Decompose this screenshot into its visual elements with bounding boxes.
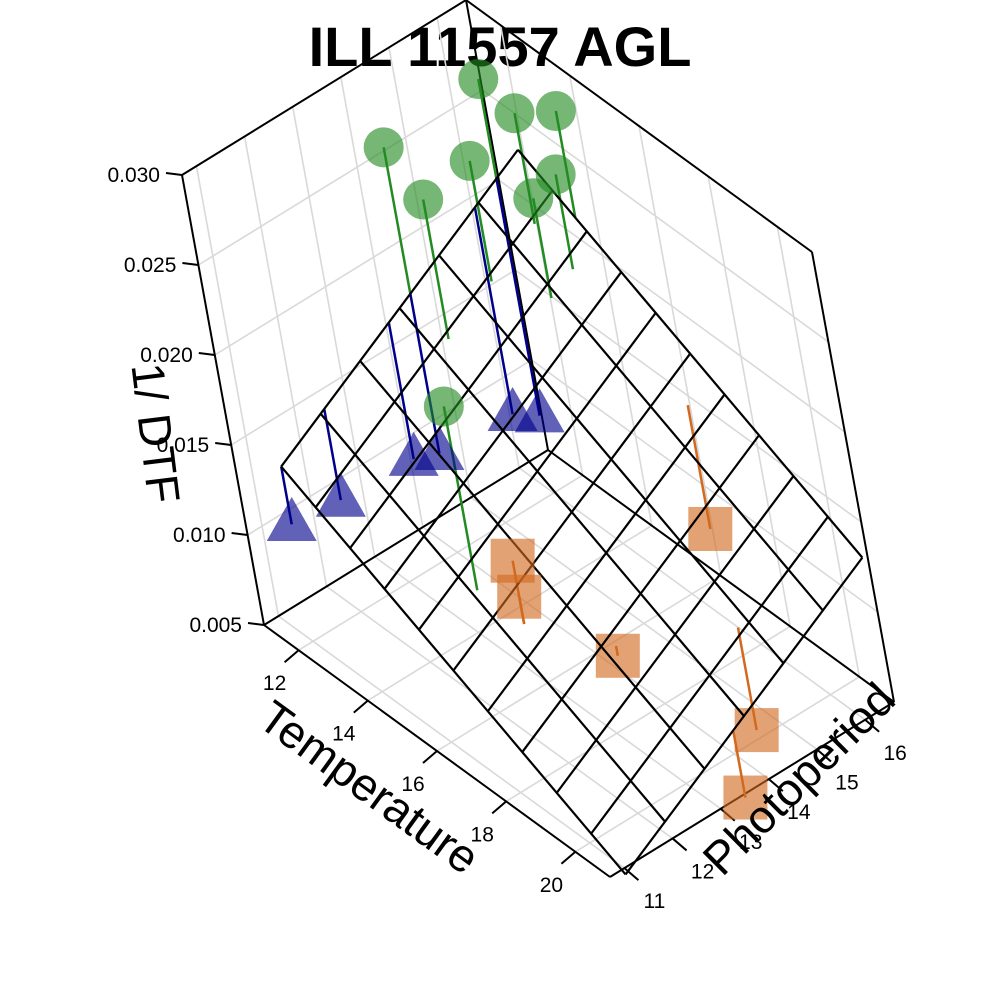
x-tick <box>283 649 300 663</box>
data-point-triangle <box>388 431 439 476</box>
grid-line <box>291 106 376 557</box>
grid-line <box>514 269 862 523</box>
y-tick-label: 11 <box>644 890 666 913</box>
plane-grid-line <box>319 413 666 823</box>
x-tick-label: 14 <box>332 723 356 746</box>
data-point-square <box>688 506 733 551</box>
box-edge <box>547 449 895 703</box>
grid-line <box>776 226 861 677</box>
x-tick <box>422 750 438 764</box>
grid-line <box>574 676 860 853</box>
data-point-triangle <box>266 497 317 542</box>
data-point-square <box>595 633 640 678</box>
points-above-plane <box>363 58 576 619</box>
data-point-triangle <box>487 386 538 431</box>
data-point-circle <box>449 140 490 181</box>
axis-box <box>181 0 895 878</box>
grid-line <box>298 474 584 651</box>
data-point-square <box>734 708 779 753</box>
plane-grid-line <box>517 149 864 559</box>
z-tick-label: 0.025 <box>124 254 177 277</box>
residual-line <box>409 293 441 454</box>
x-tick <box>491 800 507 815</box>
box-edge <box>181 0 467 176</box>
grid-line <box>498 179 846 433</box>
z-tick <box>165 172 183 176</box>
residual-line <box>382 147 412 294</box>
y-tick <box>671 837 688 852</box>
fitted-plane <box>280 149 864 876</box>
data-point-square <box>497 574 542 619</box>
grid-line <box>214 179 500 356</box>
residual-line <box>495 178 541 416</box>
grid-line <box>230 269 516 446</box>
z-tick <box>231 532 248 536</box>
data-point-circle <box>423 386 464 427</box>
grid-line <box>638 125 722 577</box>
box-edge <box>811 251 895 703</box>
data-point-circle <box>535 90 576 131</box>
residual-line <box>473 207 514 415</box>
z-tick <box>182 262 199 266</box>
plane-grid-line <box>477 201 824 612</box>
points-below-plane <box>266 386 779 820</box>
grid-line <box>531 359 879 613</box>
z-tick-label: 0.010 <box>173 524 226 547</box>
data-point-square <box>723 775 768 820</box>
data-point-circle <box>494 93 535 134</box>
grid-line <box>436 575 722 752</box>
x-tick <box>560 851 577 865</box>
y-tick-label: 13 <box>739 831 762 854</box>
x-tick <box>353 699 369 714</box>
plane-grid-line <box>280 465 627 876</box>
z-tick-label: 0.015 <box>157 434 210 457</box>
y-tick-label: 12 <box>691 860 714 883</box>
axis-ticks: 0.005 0.010 0.015 0.020 0.025 0.030 12 14 16 18 20… <box>107 164 906 913</box>
x-tick-label: 16 <box>401 773 424 796</box>
data-point-circle <box>458 58 499 99</box>
data-point-circle <box>363 127 404 168</box>
z-tick-label: 0.020 <box>140 344 193 367</box>
grid-line <box>481 89 829 343</box>
x-tick-label: 12 <box>263 672 286 695</box>
residual-line <box>421 199 450 340</box>
y-tick-label: 14 <box>787 801 811 824</box>
grid-line <box>707 176 791 627</box>
box-edge <box>263 449 549 626</box>
plane-grid-line <box>438 254 785 664</box>
x-tick-label: 20 <box>540 874 563 897</box>
grid-line <box>569 75 653 526</box>
z-tick <box>198 352 215 356</box>
grid-line <box>436 17 520 468</box>
data-point-circle <box>403 179 444 220</box>
z-axis-title: 1/ DTF <box>122 360 191 506</box>
y-tick <box>623 867 640 881</box>
box-edge <box>181 174 265 626</box>
x-axis-title: Temperature <box>250 690 489 884</box>
residual-line <box>468 160 493 282</box>
y-tick-label: 15 <box>835 771 858 794</box>
grid-line <box>388 47 472 498</box>
plane-grid-line <box>398 307 745 717</box>
grid-line <box>243 136 328 587</box>
z-tick <box>247 622 265 626</box>
y-tick-label: 16 <box>883 742 906 765</box>
box-edge <box>465 0 813 253</box>
residual-line <box>387 322 415 460</box>
z-tick-label: 0.005 <box>189 614 242 637</box>
z-tick-label: 0.030 <box>107 164 160 187</box>
y-tick <box>816 748 832 763</box>
z-tick <box>215 442 232 446</box>
data-point-circle <box>535 154 576 195</box>
grid-line <box>195 165 280 617</box>
y-tick <box>768 778 784 792</box>
x-tick-label: 18 <box>471 823 494 846</box>
data-point-triangle <box>315 472 366 517</box>
grid-line <box>197 89 483 266</box>
y-tick <box>864 719 880 733</box>
